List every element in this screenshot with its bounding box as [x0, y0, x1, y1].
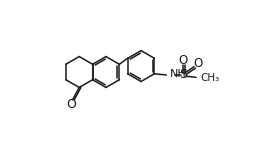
Text: O: O [66, 98, 76, 111]
Text: O: O [179, 54, 188, 67]
Text: NH: NH [169, 70, 186, 79]
Text: S: S [179, 68, 187, 81]
Text: O: O [193, 57, 202, 70]
Text: CH₃: CH₃ [200, 73, 220, 83]
